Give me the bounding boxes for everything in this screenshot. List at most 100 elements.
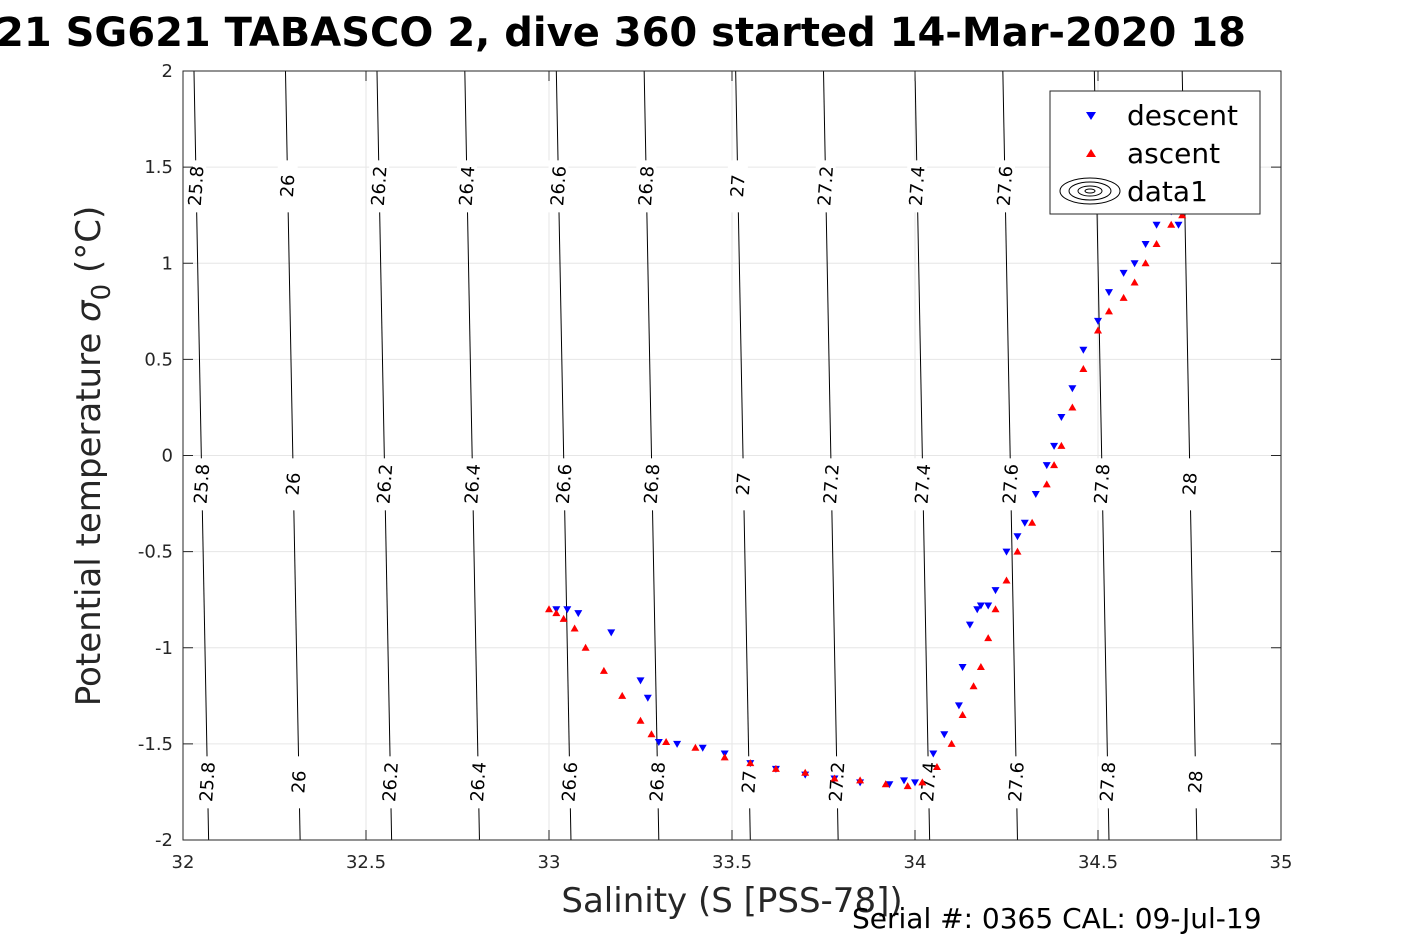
contour-label-bg bbox=[912, 458, 933, 511]
y-tick-label: -1 bbox=[155, 638, 173, 659]
ascent-point bbox=[720, 753, 729, 761]
ascent-point bbox=[599, 666, 608, 674]
descent-point bbox=[965, 621, 974, 629]
y-tick-label: 0 bbox=[162, 446, 173, 467]
y-tick-label: -1.5 bbox=[138, 734, 173, 755]
legend-descent-marker bbox=[1086, 112, 1096, 120]
contour-label-bg bbox=[727, 160, 748, 213]
descent-point bbox=[1031, 490, 1040, 498]
x-tick-label: 32 bbox=[172, 852, 195, 873]
ascent-point bbox=[947, 739, 956, 747]
descent-point bbox=[1119, 269, 1128, 277]
contour-label-bg bbox=[462, 458, 483, 511]
y-tick-label: 1 bbox=[162, 253, 173, 274]
contour-label-bg bbox=[827, 756, 848, 809]
descent-point bbox=[1002, 548, 1011, 556]
contour-label-bg bbox=[995, 160, 1016, 213]
contour-label-bg bbox=[1097, 756, 1118, 809]
chart-title: 21 SG621 TABASCO 2, dive 360 started 14-… bbox=[0, 10, 1246, 56]
y-axis-label-subscript: 0 bbox=[87, 284, 117, 301]
ascent-point bbox=[552, 609, 561, 617]
contour-label-bg bbox=[548, 160, 569, 213]
contour-label: 26.2 bbox=[368, 165, 392, 206]
axis-ticks: 32 32.5 33 33.5 34 34.5 35 -2 -1.5 -1 -0.5 0 0.5 1 1.5… bbox=[138, 61, 1293, 873]
ascent-point bbox=[662, 737, 671, 745]
contour-label: 27 bbox=[738, 770, 761, 794]
contour-label: 27 bbox=[727, 174, 750, 198]
contour-label-bg bbox=[647, 756, 668, 809]
descent-point bbox=[1141, 241, 1150, 249]
ascent-point bbox=[581, 643, 590, 651]
contour-label: 26.8 bbox=[641, 463, 665, 504]
ascent-point bbox=[991, 605, 1000, 613]
descent-point bbox=[1020, 519, 1029, 527]
ascent-point bbox=[636, 716, 645, 724]
descent-point bbox=[885, 781, 894, 789]
contour-label: 26.2 bbox=[373, 463, 397, 504]
contour-label-bg bbox=[191, 458, 212, 511]
ascent-point bbox=[856, 776, 865, 784]
ascent-point bbox=[746, 759, 755, 767]
ascent-point bbox=[771, 764, 780, 772]
legend-ascent-marker bbox=[1086, 149, 1096, 157]
contour-label: 27.6 bbox=[994, 165, 1018, 206]
descent-point bbox=[1130, 260, 1139, 268]
contour-label: 25.8 bbox=[196, 761, 220, 802]
ascent-point bbox=[1028, 518, 1037, 526]
legend-contour-icon bbox=[1059, 177, 1121, 205]
contour-label-bg bbox=[197, 756, 218, 809]
ascent-point bbox=[969, 682, 978, 690]
contour-label-bg bbox=[186, 160, 207, 213]
contour-label: 26 bbox=[283, 472, 306, 496]
contour-label: 27.2 bbox=[814, 165, 838, 206]
descent-point bbox=[984, 602, 993, 610]
contour-label: 26.4 bbox=[467, 761, 491, 802]
contour-label: 27.6 bbox=[999, 463, 1023, 504]
ascent-point bbox=[1119, 293, 1128, 301]
contour-label-bg bbox=[1006, 756, 1027, 809]
x-tick-label: 35 bbox=[1270, 852, 1293, 873]
contour-label: 27.4 bbox=[917, 761, 941, 802]
svg-text:Potential temperature σ0 (°C): Potential temperature σ0 (°C) bbox=[69, 206, 117, 706]
contour-label-bg bbox=[636, 160, 657, 213]
ascent-point bbox=[1057, 441, 1066, 449]
descent-point bbox=[900, 777, 909, 785]
contour-label-bg bbox=[554, 458, 575, 511]
ascent-point bbox=[1094, 326, 1102, 334]
legend-box bbox=[1049, 90, 1261, 215]
y-axis-label: Potential temperature σ0 (°C) bbox=[69, 206, 117, 706]
ascent-point bbox=[1104, 307, 1113, 315]
contour-label-bg bbox=[733, 458, 754, 511]
contour-label: 26.6 bbox=[559, 761, 583, 802]
contour-label: 25.8 bbox=[190, 463, 214, 504]
descent-point bbox=[929, 750, 938, 758]
contour-label: 26 bbox=[288, 770, 311, 794]
contour-label: 27.2 bbox=[826, 761, 850, 802]
x-tick-label: 34.5 bbox=[1078, 852, 1118, 873]
legend-descent-label: descent bbox=[1127, 99, 1238, 132]
ascent-point bbox=[545, 605, 553, 613]
serial-cal-footer: Serial #: 0365 CAL: 09-Jul-19 bbox=[852, 902, 1262, 935]
y-axis-label-unit: (°C) bbox=[69, 206, 109, 284]
contour-label: 26.6 bbox=[553, 463, 577, 504]
ascent-point bbox=[1079, 364, 1088, 372]
contour-label-bg bbox=[289, 756, 310, 809]
contour-label-bg bbox=[374, 458, 395, 511]
descent-point bbox=[1152, 221, 1161, 229]
ascent-point bbox=[1002, 576, 1011, 584]
ascent-point bbox=[918, 778, 927, 786]
ascent-point bbox=[559, 614, 568, 622]
contour-label: 26.4 bbox=[456, 165, 480, 206]
contour-label-bg bbox=[380, 756, 401, 809]
y-tick-label: -0.5 bbox=[138, 542, 173, 563]
contour-label: 27.4 bbox=[906, 165, 930, 206]
ascent-point bbox=[1068, 403, 1077, 411]
contour-label: 28 bbox=[1179, 472, 1202, 496]
ascent-point bbox=[691, 743, 700, 751]
contour-label: 26.6 bbox=[547, 165, 571, 206]
density-contours: 25.8 25.8 25.8 26 26 26 26.2 26.2 26.2 26.4 26.4 26… bbox=[185, 70, 1208, 841]
contour-label: 27.4 bbox=[912, 463, 936, 504]
descent-point bbox=[973, 606, 982, 614]
ascent-point bbox=[830, 774, 839, 782]
